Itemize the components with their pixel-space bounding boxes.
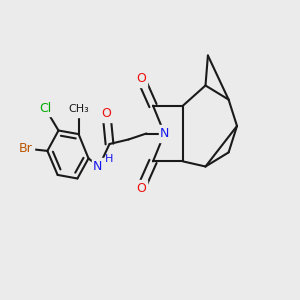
- Bar: [136, 70, 146, 87]
- Text: O: O: [136, 72, 146, 85]
- Text: H: H: [105, 154, 114, 164]
- Text: CH₃: CH₃: [68, 104, 89, 114]
- Text: O: O: [102, 107, 111, 120]
- Text: Br: Br: [19, 142, 32, 155]
- Bar: [159, 125, 170, 142]
- Bar: [67, 100, 91, 117]
- Bar: [36, 100, 54, 116]
- Bar: [136, 180, 146, 197]
- Text: N: N: [93, 160, 102, 173]
- Bar: [17, 140, 34, 157]
- Text: Cl: Cl: [39, 101, 51, 115]
- Text: O: O: [136, 182, 146, 195]
- Bar: [101, 105, 112, 122]
- Bar: [92, 158, 116, 175]
- Text: N: N: [160, 127, 169, 140]
